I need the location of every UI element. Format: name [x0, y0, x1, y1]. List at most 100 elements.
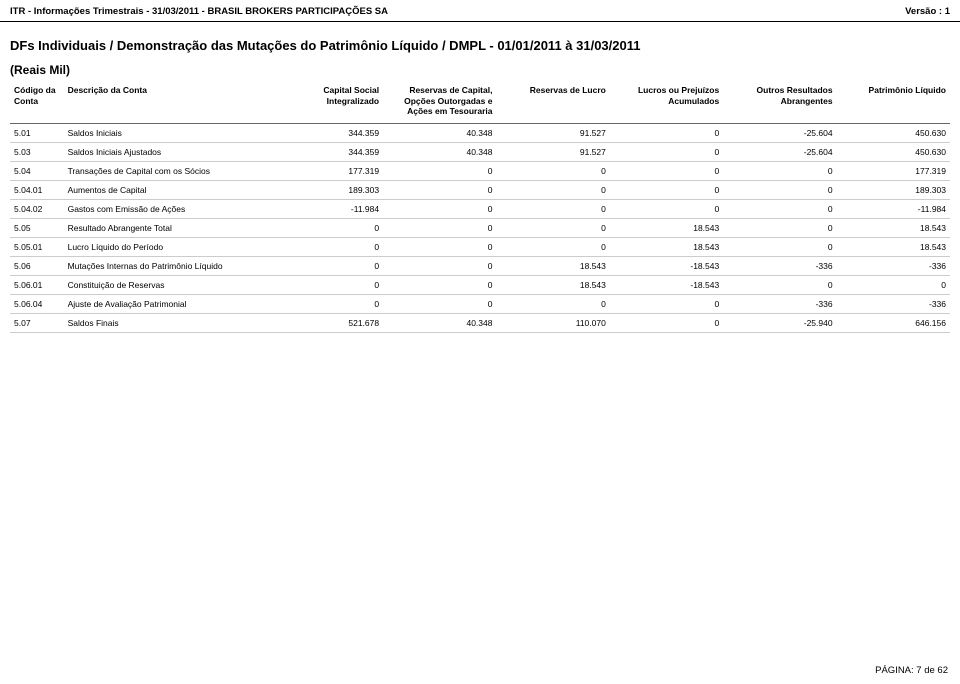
- col-header-patrimonio: Patrimônio Líquido: [837, 81, 950, 123]
- cell-code: 5.01: [10, 123, 64, 142]
- cell-c4: 0: [610, 161, 723, 180]
- cell-c3: 0: [496, 237, 609, 256]
- cell-c1: -11.984: [270, 199, 383, 218]
- header-left: ITR - Informações Trimestrais - 31/03/20…: [10, 6, 388, 17]
- cell-c6: 177.319: [837, 161, 950, 180]
- cell-c6: -336: [837, 256, 950, 275]
- cell-c1: 0: [270, 218, 383, 237]
- cell-c4: 18.543: [610, 218, 723, 237]
- col-header-line: Reservas de Lucro: [530, 85, 606, 95]
- col-header-line: Lucros ou Prejuízos: [638, 85, 719, 95]
- col-header-line: Opções Outorgadas e: [404, 96, 492, 106]
- col-header-line: Ações em Tesouraria: [407, 106, 492, 116]
- table-head: Código da Conta Descrição da Conta Capit…: [10, 81, 950, 123]
- table-body: 5.01Saldos Iniciais344.35940.34891.5270-…: [10, 123, 950, 332]
- cell-code: 5.03: [10, 142, 64, 161]
- cell-c6: 18.543: [837, 237, 950, 256]
- table-row: 5.06.04Ajuste de Avaliação Patrimonial00…: [10, 294, 950, 313]
- cell-c2: 0: [383, 237, 496, 256]
- cell-c5: 0: [723, 161, 836, 180]
- cell-desc: Constituição de Reservas: [64, 275, 270, 294]
- col-header-line: Código da: [14, 85, 56, 95]
- table-row: 5.06.01Constituição de Reservas0018.543-…: [10, 275, 950, 294]
- cell-c2: 0: [383, 218, 496, 237]
- cell-c1: 189.303: [270, 180, 383, 199]
- col-header-line: Capital Social: [323, 85, 379, 95]
- cell-c2: 0: [383, 161, 496, 180]
- cell-c5: -336: [723, 294, 836, 313]
- cell-desc: Saldos Iniciais Ajustados: [64, 142, 270, 161]
- cell-code: 5.06: [10, 256, 64, 275]
- cell-c3: 0: [496, 294, 609, 313]
- cell-c4: 0: [610, 199, 723, 218]
- table-row: 5.04.01Aumentos de Capital189.3030000189…: [10, 180, 950, 199]
- table-row: 5.04Transações de Capital com os Sócios1…: [10, 161, 950, 180]
- table-row: 5.01Saldos Iniciais344.35940.34891.5270-…: [10, 123, 950, 142]
- cell-desc: Ajuste de Avaliação Patrimonial: [64, 294, 270, 313]
- cell-c5: 0: [723, 237, 836, 256]
- cell-c1: 0: [270, 294, 383, 313]
- col-header-line: Reservas de Capital,: [409, 85, 492, 95]
- cell-c3: 0: [496, 161, 609, 180]
- col-header-line: Outros Resultados: [757, 85, 833, 95]
- cell-c5: 0: [723, 180, 836, 199]
- cell-c6: 450.630: [837, 123, 950, 142]
- cell-c4: 0: [610, 313, 723, 332]
- cell-c3: 0: [496, 180, 609, 199]
- cell-c5: 0: [723, 218, 836, 237]
- cell-c3: 0: [496, 199, 609, 218]
- cell-c2: 40.348: [383, 142, 496, 161]
- cell-c2: 0: [383, 199, 496, 218]
- cell-c4: -18.543: [610, 275, 723, 294]
- cell-c4: 0: [610, 142, 723, 161]
- cell-c1: 177.319: [270, 161, 383, 180]
- cell-desc: Saldos Iniciais: [64, 123, 270, 142]
- col-header-reservas-lucro: Reservas de Lucro: [496, 81, 609, 123]
- cell-c5: -25.940: [723, 313, 836, 332]
- cell-c3: 110.070: [496, 313, 609, 332]
- table-row: 5.07Saldos Finais521.67840.348110.0700-2…: [10, 313, 950, 332]
- subtitle: (Reais Mil): [0, 57, 960, 81]
- table-row: 5.06Mutações Internas do Patrimônio Líqu…: [10, 256, 950, 275]
- cell-c3: 18.543: [496, 275, 609, 294]
- cell-c3: 18.543: [496, 256, 609, 275]
- cell-c5: -336: [723, 256, 836, 275]
- cell-desc: Saldos Finais: [64, 313, 270, 332]
- cell-c5: -25.604: [723, 123, 836, 142]
- col-header-line: Acumulados: [668, 96, 719, 106]
- cell-c4: 0: [610, 180, 723, 199]
- col-header-outros: Outros Resultados Abrangentes: [723, 81, 836, 123]
- col-header-reservas-capital: Reservas de Capital, Opções Outorgadas e…: [383, 81, 496, 123]
- col-header-capital: Capital Social Integralizado: [270, 81, 383, 123]
- cell-c1: 0: [270, 256, 383, 275]
- table-row: 5.05.01Lucro Líquido do Período00018.543…: [10, 237, 950, 256]
- cell-code: 5.07: [10, 313, 64, 332]
- cell-c2: 40.348: [383, 313, 496, 332]
- cell-code: 5.06.04: [10, 294, 64, 313]
- cell-c1: 521.678: [270, 313, 383, 332]
- cell-c6: 646.156: [837, 313, 950, 332]
- cell-c3: 91.527: [496, 142, 609, 161]
- col-header-line: Patrimônio Líquido: [869, 85, 946, 95]
- cell-desc: Transações de Capital com os Sócios: [64, 161, 270, 180]
- cell-c6: 0: [837, 275, 950, 294]
- cell-c6: -11.984: [837, 199, 950, 218]
- cell-c3: 0: [496, 218, 609, 237]
- header-right: Versão : 1: [905, 6, 950, 17]
- cell-c5: 0: [723, 275, 836, 294]
- cell-c2: 0: [383, 275, 496, 294]
- cell-code: 5.04.02: [10, 199, 64, 218]
- cell-code: 5.06.01: [10, 275, 64, 294]
- col-header-line: Conta: [14, 96, 38, 106]
- table-row: 5.05Resultado Abrangente Total00018.5430…: [10, 218, 950, 237]
- page-header: ITR - Informações Trimestrais - 31/03/20…: [0, 0, 960, 22]
- section-title: DFs Individuais / Demonstração das Mutaç…: [0, 22, 960, 57]
- cell-code: 5.05.01: [10, 237, 64, 256]
- cell-c4: 0: [610, 294, 723, 313]
- page-footer: PÁGINA: 7 de 62: [875, 665, 948, 676]
- cell-c6: 189.303: [837, 180, 950, 199]
- cell-c6: 18.543: [837, 218, 950, 237]
- cell-c6: 450.630: [837, 142, 950, 161]
- cell-c6: -336: [837, 294, 950, 313]
- cell-desc: Mutações Internas do Patrimônio Líquido: [64, 256, 270, 275]
